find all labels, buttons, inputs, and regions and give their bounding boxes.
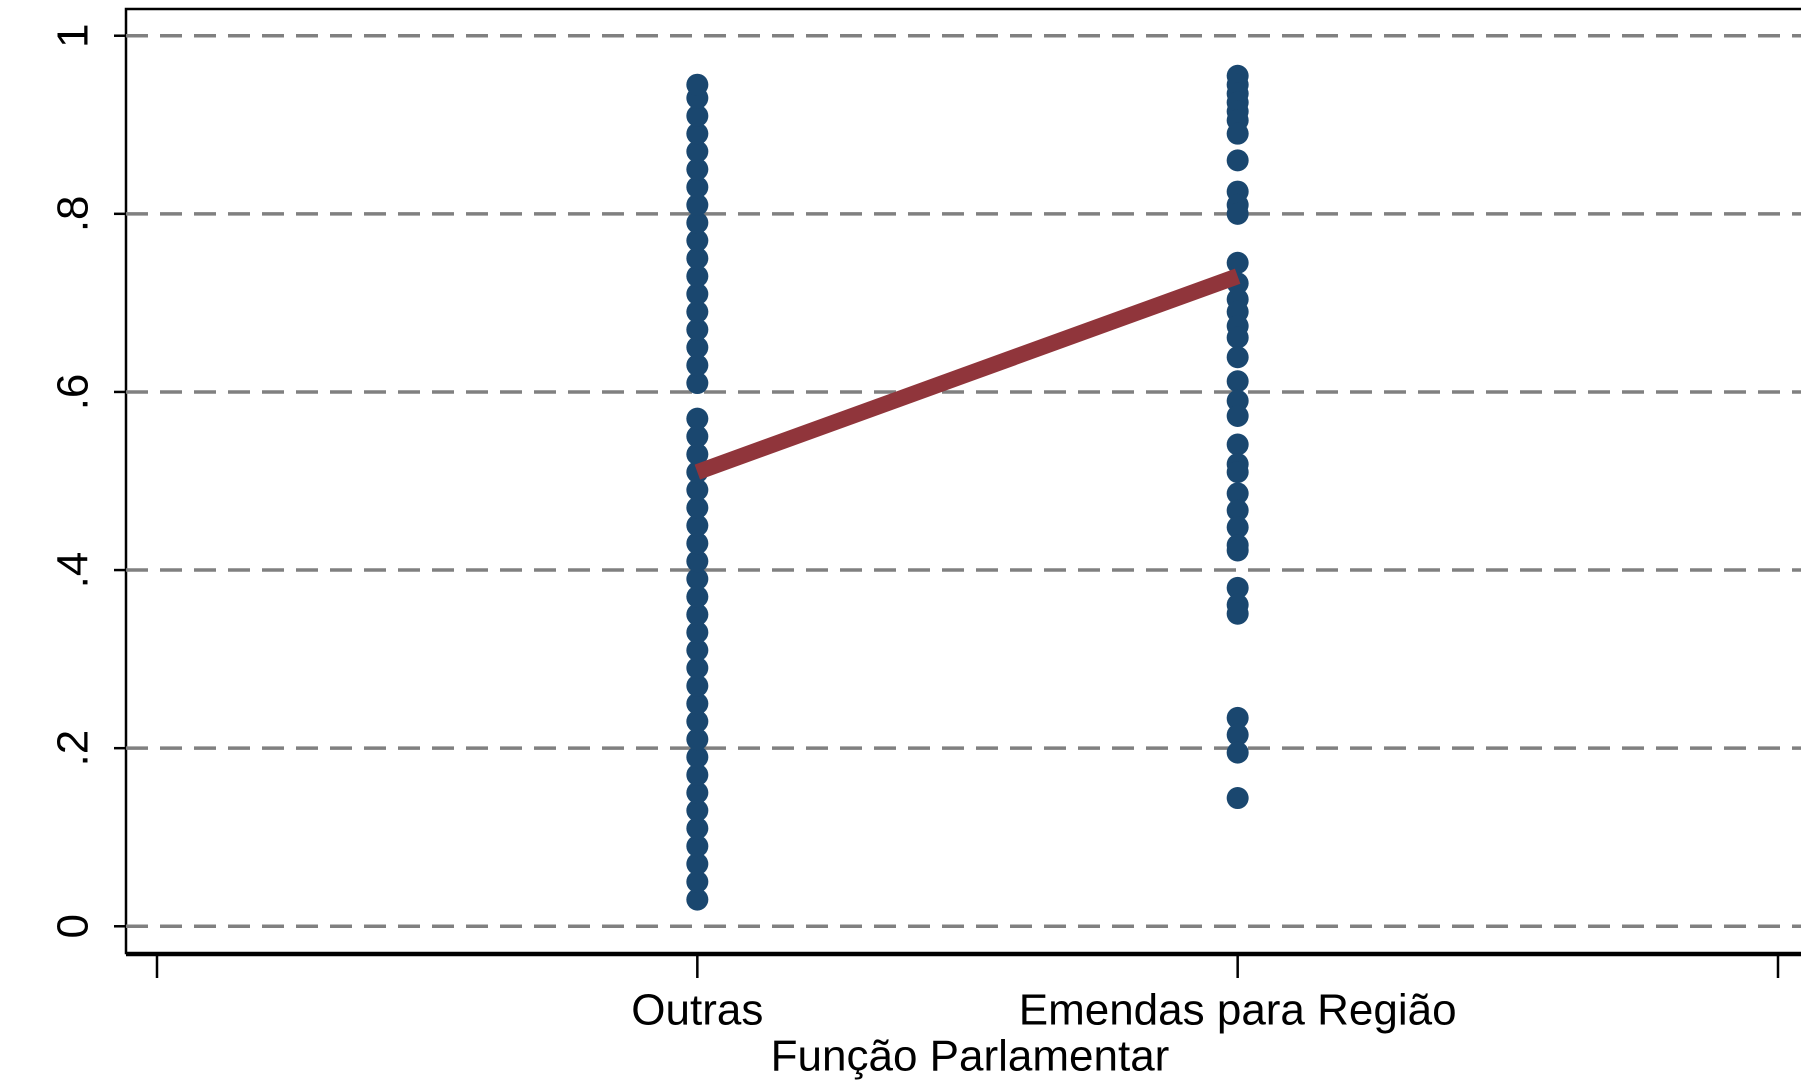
point	[686, 354, 709, 377]
point	[686, 799, 709, 822]
point	[686, 710, 709, 733]
point	[1226, 516, 1249, 539]
point	[686, 835, 709, 858]
y-tick-label: .2	[49, 730, 98, 767]
point	[1226, 539, 1249, 562]
point	[686, 478, 709, 501]
point	[686, 728, 709, 751]
point	[686, 229, 709, 252]
point	[686, 73, 709, 96]
point	[686, 140, 709, 163]
point	[1226, 389, 1249, 412]
point	[686, 550, 709, 573]
point	[686, 122, 709, 145]
point	[686, 621, 709, 644]
point	[1226, 202, 1249, 225]
point	[686, 781, 709, 804]
point	[686, 692, 709, 715]
point	[1226, 482, 1249, 505]
point	[686, 674, 709, 697]
point	[686, 888, 709, 911]
x-axis-title: Função Parlamentar	[771, 1032, 1170, 1081]
point	[1226, 741, 1249, 764]
point	[686, 211, 709, 234]
point	[686, 372, 709, 395]
point	[686, 265, 709, 288]
point	[1226, 499, 1249, 522]
point	[1226, 576, 1249, 599]
point	[686, 763, 709, 786]
point	[1226, 433, 1249, 456]
point	[686, 603, 709, 626]
x-tick-label: Outras	[631, 986, 763, 1035]
y-tick-label: .8	[49, 195, 98, 232]
y-tick-label: .4	[49, 552, 98, 589]
point	[1226, 149, 1249, 172]
y-tick-label: 0	[49, 914, 98, 938]
point	[686, 639, 709, 662]
point	[686, 817, 709, 840]
point	[686, 852, 709, 875]
point	[1226, 723, 1249, 746]
y-tick-label: .6	[49, 374, 98, 411]
point	[686, 425, 709, 448]
point	[686, 193, 709, 216]
point	[686, 158, 709, 181]
point	[686, 407, 709, 430]
point	[686, 585, 709, 608]
point	[686, 318, 709, 341]
point	[686, 532, 709, 555]
point	[1226, 346, 1249, 369]
point	[1226, 404, 1249, 427]
point	[686, 300, 709, 323]
point	[686, 657, 709, 680]
point	[686, 336, 709, 359]
point	[1226, 326, 1249, 349]
point	[1226, 602, 1249, 625]
point	[686, 282, 709, 305]
x-tick-label: Emendas para Região	[1019, 986, 1457, 1035]
point	[686, 514, 709, 537]
point	[1226, 706, 1249, 729]
point	[686, 104, 709, 127]
line	[694, 268, 1241, 480]
plot-frame	[124, 7, 1801, 955]
point	[686, 247, 709, 270]
point	[686, 746, 709, 769]
point	[686, 870, 709, 893]
point	[1226, 122, 1249, 145]
point	[686, 496, 709, 519]
point	[1226, 251, 1249, 274]
point	[1226, 461, 1249, 484]
point	[1226, 787, 1249, 810]
point	[686, 443, 709, 466]
point	[686, 567, 709, 590]
point	[1226, 370, 1249, 393]
point	[686, 176, 709, 199]
y-tick-label: 1	[49, 23, 98, 47]
